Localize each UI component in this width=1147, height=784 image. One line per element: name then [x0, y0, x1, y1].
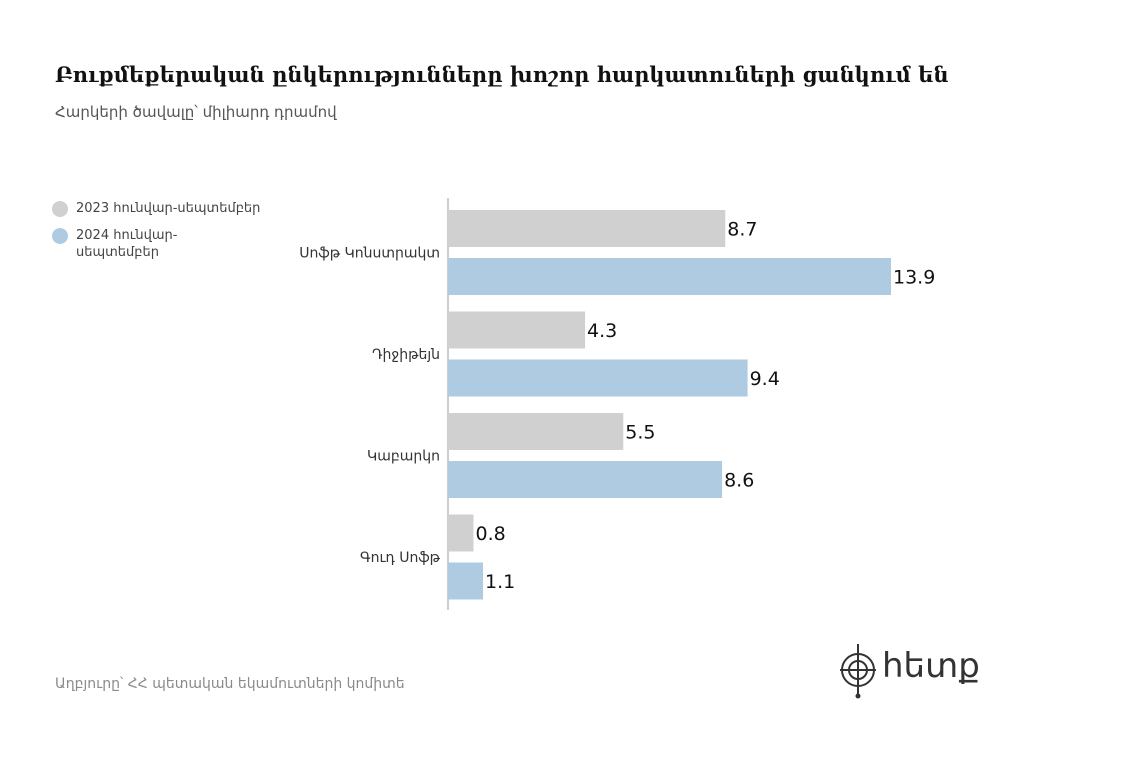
category-label: Կաբարկո — [367, 449, 440, 465]
bar-2023 — [448, 413, 624, 450]
category-label: Գուդ Սոֆթ — [360, 550, 441, 566]
data-label: 8.7 — [727, 219, 757, 241]
category-label: Դիջիթեյն — [372, 347, 440, 363]
data-label: 8.6 — [724, 470, 754, 492]
hetq-logo-icon — [840, 644, 876, 699]
data-label: 5.5 — [625, 422, 655, 444]
bar-2023 — [448, 514, 474, 552]
bar-2024 — [448, 461, 723, 498]
legend-item-2023: 2023 հունվար-սեպտեմբեր — [52, 200, 282, 217]
legend: 2023 հունվար-սեպտեմբեր 2024 հունվար-սեպտ… — [52, 200, 282, 271]
legend-item-2024: 2024 հունվար-սեպտեմբեր — [52, 227, 206, 261]
bar-2023 — [448, 311, 586, 349]
data-label: 9.4 — [750, 368, 780, 390]
legend-label-2023: 2023 հունվար-սեպտեմբեր — [76, 201, 261, 216]
data-label: 13.9 — [893, 267, 935, 289]
bar-2023 — [448, 210, 726, 247]
data-label: 1.1 — [485, 571, 515, 593]
hetq-logo: հետք — [838, 640, 980, 700]
category-label: Սոֆթ Կոնստրակտ — [299, 246, 440, 262]
chart-title: Բուքմեքերական ընկերությունները խոշոր հար… — [55, 62, 949, 87]
chart-subtitle: Հարկերի ծավալը՝ միլիարդ դրամով — [55, 103, 337, 121]
data-label: 4.3 — [587, 320, 617, 342]
legend-swatch-2024 — [52, 228, 68, 244]
bar-2024 — [448, 359, 748, 397]
hetq-logo-wordmark: հետք — [882, 646, 980, 686]
legend-label-2024: 2024 հունվար-սեպտեմբեր — [76, 228, 178, 260]
source-note: Աղբյուրը՝ ՀՀ պետական եկամուտների կոմիտե — [55, 676, 405, 692]
legend-swatch-2023 — [52, 201, 68, 217]
data-label: 0.8 — [475, 523, 505, 545]
bar-2024 — [448, 562, 484, 600]
bar-2024 — [448, 258, 891, 295]
